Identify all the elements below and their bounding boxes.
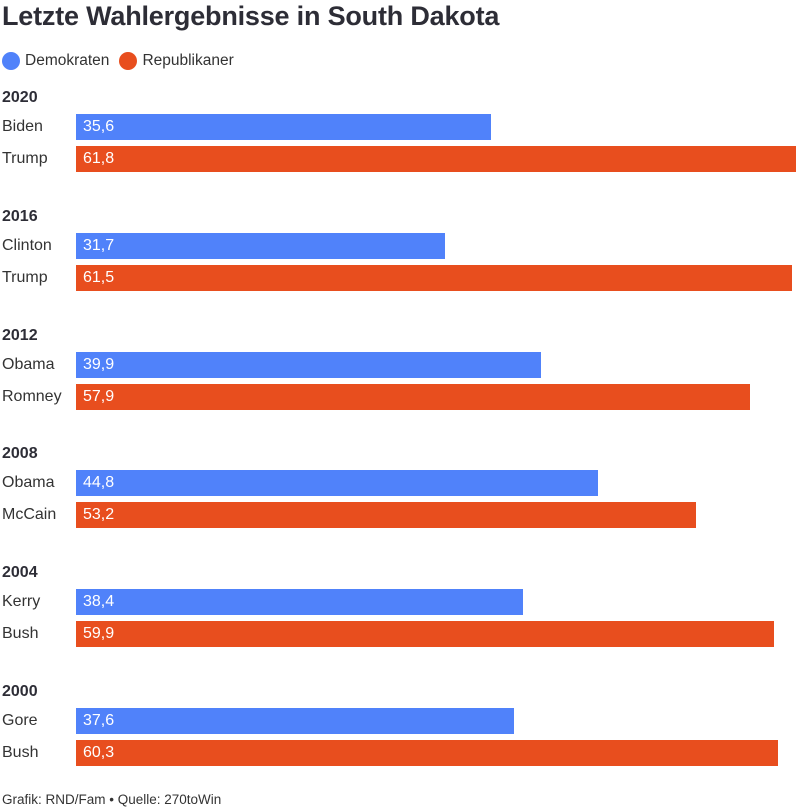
bar-2000-bush: 60,3 [76,740,779,766]
year-label-2020: 2020 [2,89,38,106]
source-footer: Grafik: RND/Fam • Quelle: 270toWin [2,792,222,807]
bar-2016-trump: 61,5 [76,264,793,291]
bar-value-label-2000-bush: 60,3 [83,744,115,761]
candidate-label-2000-gore: Gore [2,712,38,729]
candidate-label-2016-clinton: Clinton [2,236,52,254]
candidate-label-2012-obama: Obama [2,355,55,373]
bar-2004-kerry: 38,4 [76,589,524,616]
candidate-label-2020-biden: Biden [2,118,43,135]
year-label-2016: 2016 [2,207,38,225]
candidate-label-2020-trump: Trump [2,150,48,167]
legend-item-democrats: Demokraten [2,52,109,70]
legend-label-republicans: Republikaner [142,52,234,69]
legend-label-democrats: Demokraten [25,52,110,69]
bar-value-label-2020-trump: 61,8 [83,150,115,167]
chart-title: Letzte Wahlergebnisse in South Dakota [2,1,500,31]
bar-value-label-2016-trump: 61,5 [83,268,115,286]
bar-2008-obama: 44,8 [76,470,598,497]
year-label-2008: 2008 [2,445,38,463]
legend: Demokraten Republikaner [2,52,244,70]
bar-value-label-2016-clinton: 31,7 [83,236,115,254]
bar-value-label-2004-bush: 59,9 [83,625,115,643]
year-label-2000: 2000 [2,683,38,700]
bar-value-label-2012-obama: 39,9 [83,355,115,373]
bar-value-label-2008-mccain: 53,2 [83,506,115,524]
bar-2008-mccain: 53,2 [76,502,696,529]
bar-2004-bush: 59,9 [76,621,774,648]
bar-value-label-2012-romney: 57,9 [83,387,115,405]
candidate-label-2004-kerry: Kerry [2,593,41,611]
year-label-2012: 2012 [2,326,38,344]
bar-2020-trump: 61,8 [76,146,796,172]
legend-swatch-democrats [2,52,20,70]
candidate-label-2004-bush: Bush [2,625,39,643]
candidate-label-2012-romney: Romney [2,387,62,405]
bar-value-label-2020-biden: 35,6 [83,118,115,135]
bar-value-label-2008-obama: 44,8 [83,474,115,492]
candidate-label-2008-obama: Obama [2,474,55,492]
candidate-label-2008-mccain: McCain [2,506,57,524]
bar-value-label-2000-gore: 37,6 [83,712,115,729]
bar-2000-gore: 37,6 [76,708,514,734]
bar-chart: 2020 Biden 35,6 Trump 61,8 2016 Clinton 31,7 Tru… [0,80,800,780]
candidate-label-2000-bush: Bush [2,744,39,761]
candidate-label-2016-trump: Trump [2,268,48,286]
bar-2016-clinton: 31,7 [76,232,446,259]
bar-2012-romney: 57,9 [76,383,751,410]
bar-value-label-2004-kerry: 38,4 [83,593,115,611]
year-label-2004: 2004 [2,564,38,582]
legend-swatch-republicans [119,52,138,70]
bar-2020-biden: 35,6 [76,114,491,140]
bar-2012-obama: 39,9 [76,351,541,378]
legend-item-republicans: Republikaner [119,52,234,70]
